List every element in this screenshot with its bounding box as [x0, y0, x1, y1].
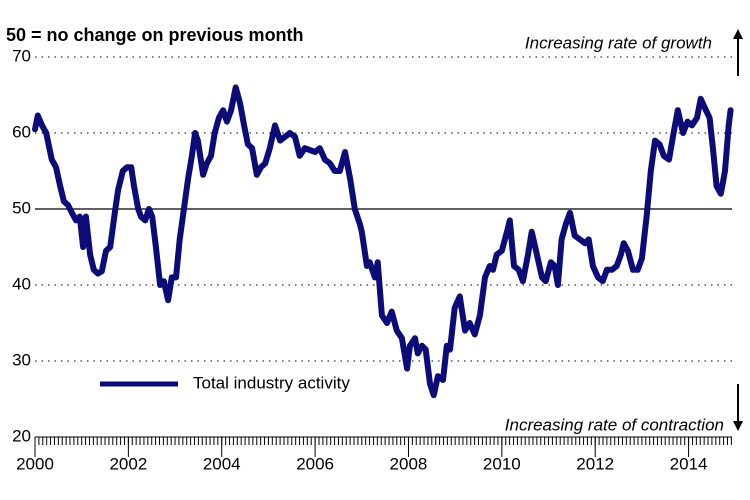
x-tick-label: 2004 [203, 454, 241, 473]
annotation: Increasing rate of growth [525, 33, 712, 52]
y-tick-label: 30 [12, 350, 31, 369]
x-tick-label: 2014 [670, 454, 708, 473]
y-tick-label: 40 [12, 274, 31, 293]
annotation: Increasing rate of contraction [505, 415, 724, 434]
y-tick-label: 60 [12, 122, 31, 141]
legend-label: Total industry activity [193, 373, 350, 392]
chart-title: 50 = no change on previous month [6, 25, 304, 45]
x-tick-label: 2008 [390, 454, 428, 473]
x-tick-label: 2010 [483, 454, 521, 473]
data-line [32, 84, 734, 399]
y-tick-label: 20 [12, 426, 31, 445]
x-tick-label: 2002 [109, 454, 147, 473]
x-tick-label: 2006 [296, 454, 334, 473]
y-tick-label: 50 [12, 198, 31, 217]
x-tick-label: 2000 [16, 454, 54, 473]
x-tick-label: 2012 [576, 454, 614, 473]
y-tick-label: 70 [12, 46, 31, 65]
